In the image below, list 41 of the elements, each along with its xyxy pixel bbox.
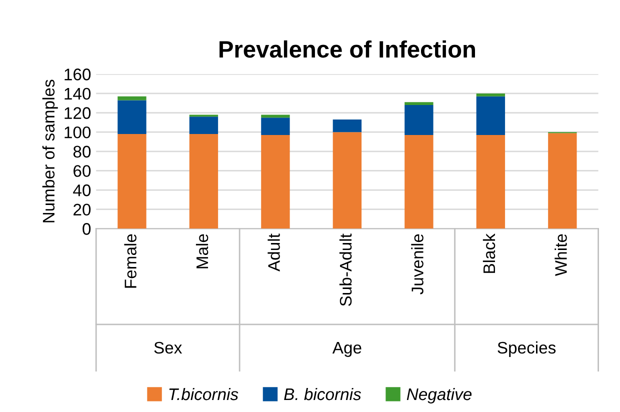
legend-label: T.bicornis xyxy=(169,388,238,400)
bar xyxy=(476,93,506,96)
y-axis-title: Number of samples xyxy=(42,80,58,222)
text: Age xyxy=(332,342,362,357)
bar xyxy=(404,105,434,135)
x-tick-label: Black xyxy=(482,234,496,273)
x-tick-label: Sub-Adult xyxy=(339,234,352,306)
bar xyxy=(476,134,506,229)
y-tick-label: 100 xyxy=(64,126,91,138)
x-tick-label: Juvenile xyxy=(411,234,424,294)
bar xyxy=(118,96,146,100)
bar xyxy=(404,102,434,106)
y-tick-label: 120 xyxy=(64,107,91,119)
x-tick-label: Male xyxy=(196,234,208,268)
bar xyxy=(476,96,506,135)
x-tick-label: White xyxy=(554,234,567,276)
y-tick-label: 20 xyxy=(74,204,91,216)
y-tick-label: 80 xyxy=(73,146,91,158)
bar xyxy=(118,100,146,134)
bar xyxy=(404,134,434,229)
bar xyxy=(261,134,290,229)
bar xyxy=(261,118,290,135)
x-tick-label: Female xyxy=(124,234,136,288)
bar xyxy=(548,133,577,229)
bar xyxy=(332,132,362,229)
bar xyxy=(261,114,290,118)
y-tick-label: 140 xyxy=(64,88,91,100)
text: Species xyxy=(498,341,556,357)
bar xyxy=(189,116,218,134)
bar xyxy=(332,120,362,132)
x-tick-label: Adult xyxy=(268,234,280,272)
bar xyxy=(189,134,218,229)
chart-title: Prevalence of Infection xyxy=(220,40,475,58)
legend-label: B. bicornis xyxy=(284,388,362,400)
bar xyxy=(118,134,146,229)
y-tick-label: 0 xyxy=(82,223,91,235)
y-tick-label: 40 xyxy=(73,184,91,196)
y-tick-label: 160 xyxy=(64,68,91,80)
text: Sex xyxy=(154,342,182,354)
y-tick-label: 60 xyxy=(74,165,91,177)
legend-label: Negative xyxy=(406,388,472,404)
